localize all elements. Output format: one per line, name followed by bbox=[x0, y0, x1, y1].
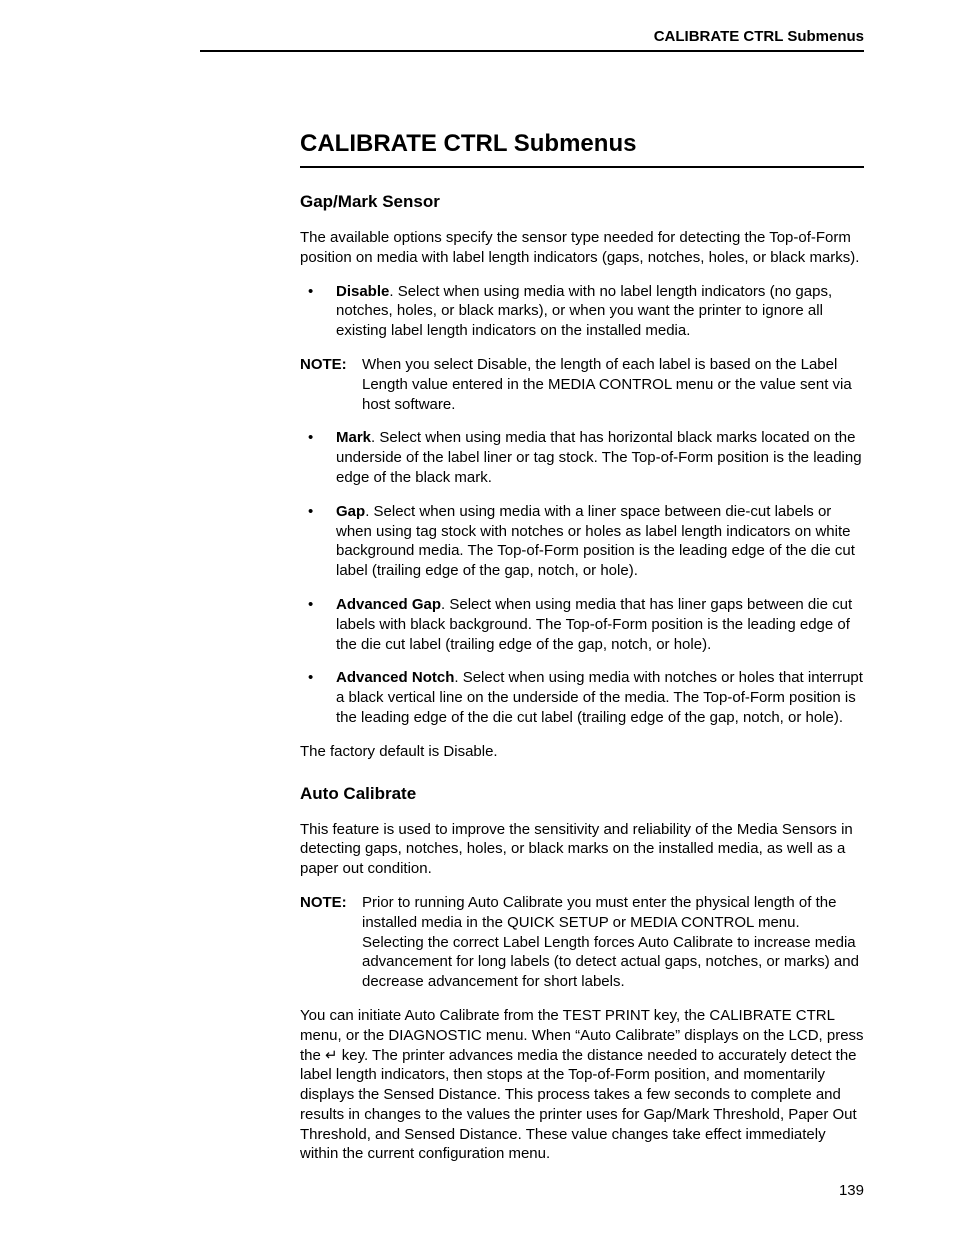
desc-gap: . Select when using media with a liner s… bbox=[336, 503, 855, 579]
desc-disable: . Select when using media with no label … bbox=[336, 283, 832, 340]
term-advanced-gap: Advanced Gap bbox=[336, 596, 441, 613]
subheading-auto-calibrate: Auto Calibrate bbox=[300, 784, 864, 804]
auto-cal-body: You can initiate Auto Calibrate from the… bbox=[300, 1006, 864, 1164]
auto-cal-intro: This feature is used to improve the sens… bbox=[300, 820, 864, 879]
bullet-text: Advanced Notch. Select when using media … bbox=[336, 668, 864, 727]
note-text: When you select Disable, the length of e… bbox=[362, 355, 864, 414]
bullet-mark: • Mark. Select when using media that has… bbox=[300, 428, 864, 487]
bullet-icon: • bbox=[300, 502, 336, 581]
bullet-gap: • Gap. Select when using media with a li… bbox=[300, 502, 864, 581]
page-number: 139 bbox=[839, 1182, 864, 1199]
note-disable: NOTE: When you select Disable, the lengt… bbox=[300, 355, 864, 414]
note-auto-calibrate: NOTE: Prior to running Auto Calibrate yo… bbox=[300, 893, 864, 992]
term-mark: Mark bbox=[336, 429, 371, 446]
page: CALIBRATE CTRL Submenus CALIBRATE CTRL S… bbox=[0, 0, 954, 1235]
bullet-advanced-gap: • Advanced Gap. Select when using media … bbox=[300, 595, 864, 654]
bullet-text: Advanced Gap. Select when using media th… bbox=[336, 595, 864, 654]
bullet-text: Gap. Select when using media with a line… bbox=[336, 502, 864, 581]
content-body: Gap/Mark Sensor The available options sp… bbox=[300, 192, 864, 1164]
note-text: Prior to running Auto Calibrate you must… bbox=[362, 893, 864, 992]
bullet-text: Disable. Select when using media with no… bbox=[336, 282, 864, 341]
desc-mark: . Select when using media that has horiz… bbox=[336, 429, 862, 486]
running-header: CALIBRATE CTRL Submenus bbox=[200, 28, 864, 52]
gap-mark-default: The factory default is Disable. bbox=[300, 742, 864, 762]
bullet-icon: • bbox=[300, 282, 336, 341]
bullet-text: Mark. Select when using media that has h… bbox=[336, 428, 864, 487]
section-title: CALIBRATE CTRL Submenus bbox=[300, 130, 864, 168]
bullet-disable: • Disable. Select when using media with … bbox=[300, 282, 864, 341]
bullet-advanced-notch: • Advanced Notch. Select when using medi… bbox=[300, 668, 864, 727]
subheading-gap-mark: Gap/Mark Sensor bbox=[300, 192, 864, 212]
term-disable: Disable bbox=[336, 283, 389, 300]
bullet-icon: • bbox=[300, 428, 336, 487]
term-gap: Gap bbox=[336, 503, 365, 520]
gap-mark-intro: The available options specify the sensor… bbox=[300, 228, 864, 268]
bullet-icon: • bbox=[300, 595, 336, 654]
bullet-icon: • bbox=[300, 668, 336, 727]
note-label: NOTE: bbox=[300, 893, 362, 992]
term-advanced-notch: Advanced Notch bbox=[336, 669, 454, 686]
note-label: NOTE: bbox=[300, 355, 362, 414]
